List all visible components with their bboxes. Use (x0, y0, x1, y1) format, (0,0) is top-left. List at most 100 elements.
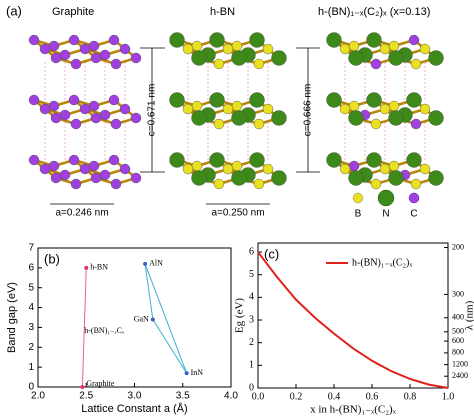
atom (99, 169, 111, 181)
y-tick-label: 3 (28, 322, 34, 333)
atom (119, 163, 131, 175)
atom (70, 178, 82, 190)
point (150, 317, 155, 322)
atom (39, 103, 51, 115)
atom (419, 43, 431, 55)
atom (169, 92, 185, 108)
atom (410, 118, 422, 130)
atom (222, 163, 234, 175)
connector (144, 263, 154, 320)
atom (68, 34, 80, 46)
atom (209, 92, 225, 108)
atom (370, 118, 382, 130)
atom (249, 32, 265, 48)
legend-atom (352, 192, 364, 204)
atom (28, 154, 40, 166)
point (184, 371, 189, 376)
atom (99, 49, 111, 61)
atom (348, 110, 364, 126)
atom (348, 170, 364, 186)
atom (388, 160, 400, 172)
atom (110, 58, 122, 70)
atom (370, 178, 382, 190)
atom (410, 58, 422, 70)
y2-tick-label: 800 (452, 348, 464, 357)
atom (419, 103, 431, 115)
plot-frame (257, 242, 449, 389)
panel-label: (c) (264, 246, 279, 261)
atom (370, 58, 382, 70)
atom (50, 52, 62, 64)
atom (191, 110, 207, 126)
structure-title: h-(BN)₁₋ₓ(C₂)ₓ (x=0.13) (318, 6, 430, 18)
atom (231, 170, 247, 186)
atom (406, 152, 422, 168)
a-label: a=0.246 nm (55, 208, 108, 219)
atom (262, 103, 274, 115)
atom (428, 170, 444, 186)
atom (99, 109, 111, 121)
y-tick-label: 1 (28, 362, 34, 373)
atom (59, 169, 71, 181)
atom (326, 152, 342, 168)
atom (28, 94, 40, 106)
atom (253, 178, 265, 190)
a-label: a=0.250 nm (211, 208, 264, 219)
x-tick-label: 0.0 (252, 391, 265, 402)
atom (130, 172, 142, 184)
point-label: Graphite (86, 379, 114, 388)
x-tick-label: 0.4 (328, 391, 341, 402)
legend-label: N (382, 209, 389, 220)
atom (339, 103, 351, 115)
legend-atom (408, 192, 420, 204)
atom (90, 112, 102, 124)
atom (88, 40, 100, 52)
annotation: h-(BN)₁₋ₓCₓ (84, 326, 125, 335)
atom (79, 103, 91, 115)
atom (59, 49, 71, 61)
atom (388, 50, 404, 66)
panel-label: (a) (6, 3, 22, 18)
atom (339, 163, 351, 175)
x-tick-label: 2.5 (79, 391, 93, 402)
atom (191, 100, 203, 112)
legend-label: h-(BN)₁₋ₓ(C₂)ₓ (352, 257, 412, 268)
atom (130, 112, 142, 124)
atom (110, 118, 122, 130)
atom (209, 32, 225, 48)
atom (108, 154, 120, 166)
point (143, 261, 148, 266)
point-label: h-BN (90, 263, 108, 272)
atom (48, 40, 60, 52)
atom (70, 118, 82, 130)
y-tick-label: 4 (28, 302, 34, 313)
series-line (257, 251, 449, 389)
atom (213, 58, 225, 70)
atom (231, 50, 247, 66)
y-tick-label: 5 (28, 282, 34, 293)
point (84, 265, 89, 270)
atom (262, 163, 274, 175)
atom (191, 50, 207, 66)
atom (70, 58, 82, 70)
atom (110, 178, 122, 190)
x-tick-label: 3.0 (128, 391, 142, 402)
connector (81, 267, 87, 388)
atom (182, 163, 194, 175)
atom (213, 178, 225, 190)
x-tick-label: 3.5 (176, 391, 190, 402)
atom (262, 43, 274, 55)
atom (406, 92, 422, 108)
x-axis-title: x in h-(BN)₁₋ₓ(C₂)ₓ (310, 404, 397, 416)
legend-atom (377, 189, 395, 207)
y2-tick-label: 1200 (452, 359, 468, 368)
x-tick-label: 0.2 (290, 391, 303, 402)
atom (130, 52, 142, 64)
y-tick-label: 6 (28, 262, 34, 273)
atom (388, 170, 404, 186)
atom (271, 50, 287, 66)
x-tick-label: 1.0 (442, 391, 455, 402)
y2-axis-title: λ (nm) (464, 300, 474, 330)
y2-tick-label: 600 (452, 336, 464, 345)
